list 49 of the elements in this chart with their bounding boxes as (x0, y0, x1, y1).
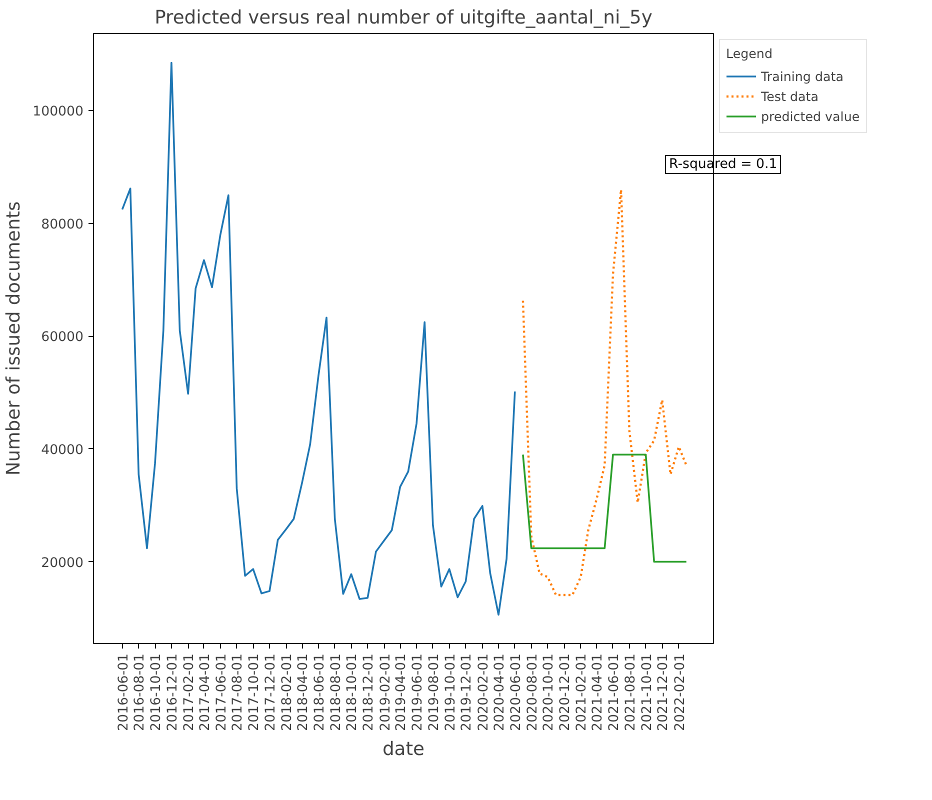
x-tick-label: 2018-12-01 (362, 653, 377, 731)
x-tick-label: 2016-08-01 (132, 653, 148, 731)
x-tick-label: 2016-06-01 (116, 653, 132, 731)
x-tick-label: 2020-08-01 (525, 653, 540, 731)
x-tick-label: 2020-02-01 (476, 653, 492, 731)
x-tick-label: 2021-10-01 (640, 653, 655, 731)
x-tick-label: 2019-12-01 (460, 653, 475, 731)
legend-label: predicted value (761, 108, 860, 124)
x-tick-label: 2018-02-01 (280, 653, 296, 731)
x-tick-label: 2017-06-01 (214, 653, 230, 731)
x-tick-label: 2021-12-01 (656, 653, 672, 731)
x-tick-label: 2018-06-01 (312, 653, 328, 731)
x-tick-label: 2019-08-01 (426, 653, 442, 731)
x-tick-label: 2019-04-01 (394, 653, 410, 731)
x-tick-label: 2021-08-01 (623, 653, 638, 731)
x-tick-label: 2019-02-01 (378, 653, 394, 731)
x-tick-label: 2019-10-01 (443, 653, 458, 731)
y-tick-label: 80000 (41, 217, 84, 232)
x-tick-label: 2020-12-01 (558, 653, 574, 731)
legend-label: Training data (761, 68, 844, 84)
x-tick-label: 2017-02-01 (182, 653, 198, 731)
y-tick-label: 40000 (41, 443, 84, 458)
x-tick-label: 2018-10-01 (345, 653, 360, 731)
x-tick-label: 2021-06-01 (606, 653, 622, 731)
x-tick-label: 2022-02-01 (672, 653, 688, 731)
y-tick-label: 60000 (41, 330, 84, 346)
legend-title: Legend (726, 46, 774, 61)
y-tick-label: 100000 (32, 104, 84, 120)
x-tick-label: 2020-10-01 (542, 653, 557, 731)
line-series (522, 188, 688, 596)
x-tick-label: 2017-10-01 (247, 653, 262, 731)
x-axis-title: date (382, 738, 425, 760)
x-tick-label: 2021-02-01 (574, 653, 590, 731)
x-tick-label: 2020-06-01 (508, 653, 524, 731)
x-tick-label: 2021-04-01 (590, 653, 606, 731)
y-axis-title: Number of issued documents (4, 201, 25, 476)
x-tick-label: 2016-12-01 (165, 653, 180, 731)
line-series (121, 62, 516, 616)
legend-label: Test data (761, 88, 818, 104)
x-tick-label: 2019-06-01 (410, 653, 426, 731)
x-tick-label: 2017-12-01 (264, 653, 279, 731)
chart-title: Predicted versus real number of uitgifte_aantal_ni_5y (154, 8, 652, 28)
y-tick-label: 20000 (41, 556, 84, 571)
x-tick-label: 2018-04-01 (296, 653, 312, 731)
x-tick-label: 2016-10-01 (149, 653, 164, 731)
x-tick-label: 2020-04-01 (492, 653, 508, 731)
x-tick-label: 2018-08-01 (328, 653, 344, 731)
x-tick-label: 2017-08-01 (230, 653, 246, 731)
x-tick-label: 2017-04-01 (198, 653, 213, 731)
